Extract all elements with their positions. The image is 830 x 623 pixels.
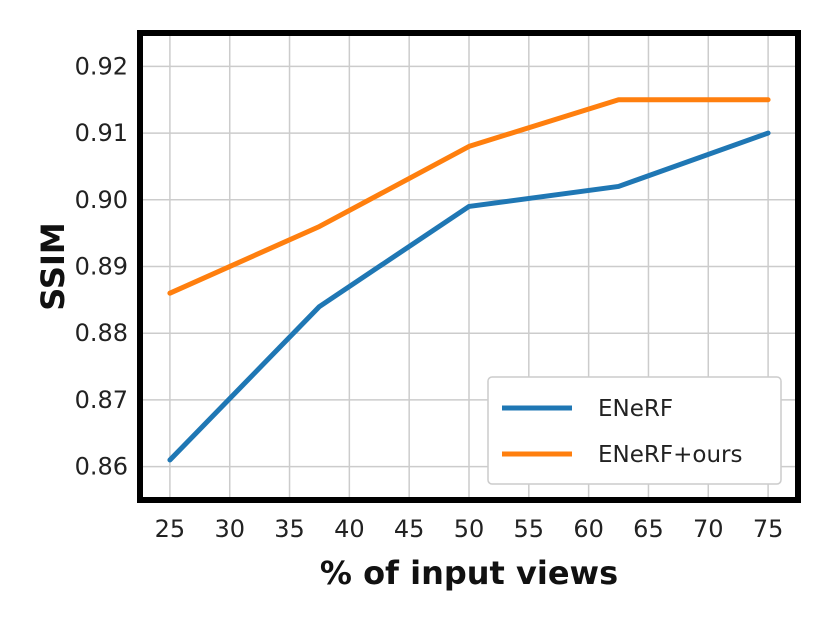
y-tick-label: 0.90 <box>75 186 128 214</box>
x-tick-label: 70 <box>693 515 724 543</box>
x-tick-label: 50 <box>454 515 485 543</box>
legend: ENeRF ENeRF+ours <box>487 376 782 485</box>
series-layer <box>167 97 771 463</box>
y-axis-title: SSIM <box>34 222 72 310</box>
x-tick-label: 25 <box>155 515 186 543</box>
x-tick-label: 30 <box>214 515 245 543</box>
y-tick-label: 0.88 <box>75 319 128 347</box>
y-tick-label: 0.91 <box>75 119 128 147</box>
series-line <box>167 97 771 296</box>
x-tick-label: 35 <box>274 515 305 543</box>
x-tick-label: 60 <box>573 515 604 543</box>
y-tick-label: 0.86 <box>75 453 128 481</box>
y-tick-label: 0.89 <box>75 253 128 281</box>
x-tick-label: 75 <box>753 515 784 543</box>
legend-box <box>487 376 782 485</box>
x-axis-title: % of input views <box>320 554 618 592</box>
y-tick-label: 0.92 <box>75 52 128 80</box>
x-tick-label: 45 <box>394 515 425 543</box>
legend-label: ENeRF+ours <box>598 442 742 468</box>
legend-label: ENeRF <box>598 396 673 422</box>
tick-labels: 25 30 35 40 45 50 55 60 65 70 75 0.86 0.87 0.88 0.89 0.… <box>75 52 784 543</box>
plot-frame <box>137 30 801 503</box>
x-tick-label: 65 <box>633 515 664 543</box>
x-tick-label: 55 <box>514 515 545 543</box>
series-line <box>167 130 771 463</box>
x-tick-label: 40 <box>334 515 365 543</box>
y-tick-label: 0.87 <box>75 386 128 414</box>
